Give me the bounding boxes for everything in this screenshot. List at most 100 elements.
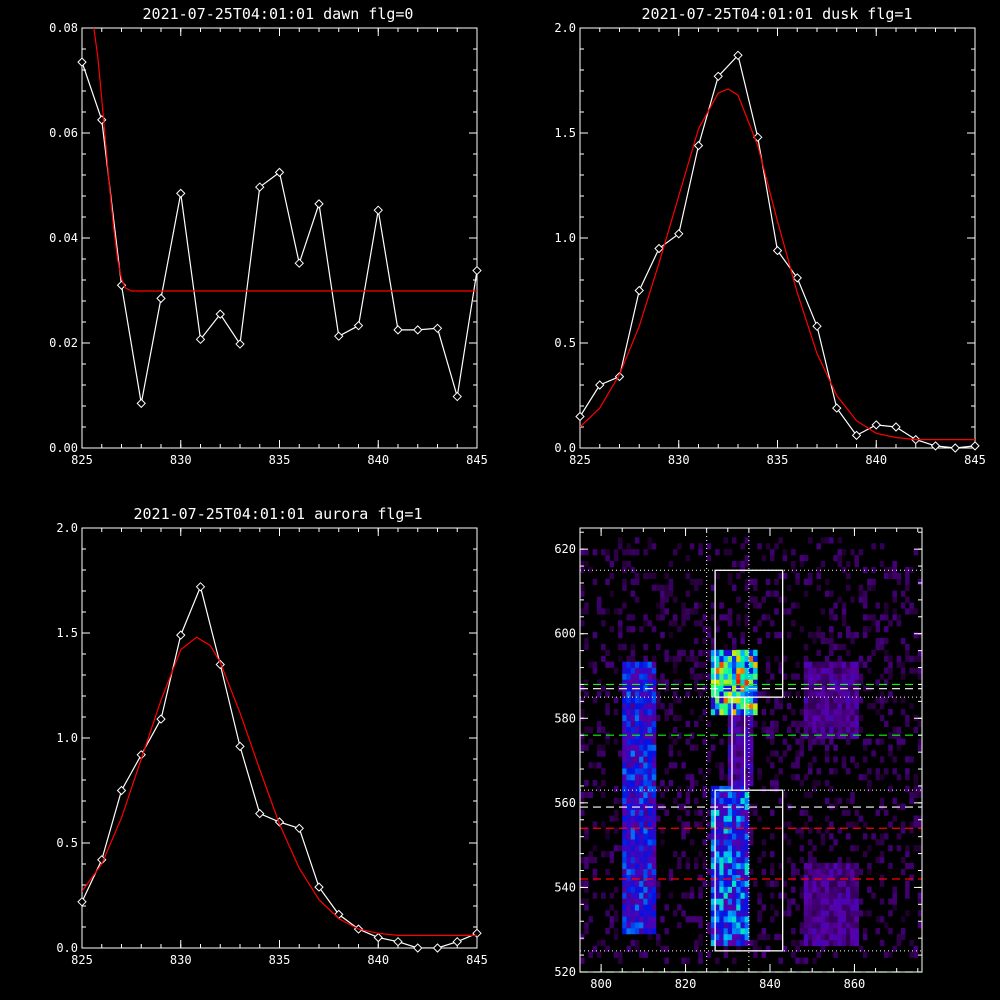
data-point-marker [452,391,462,402]
heatmap-cell [917,673,923,680]
heatmap-cell [744,762,750,769]
heatmap-cell [622,845,627,852]
heatmap-cell [588,566,593,574]
heatmap-cell [719,691,724,698]
heatmap-cell [803,874,809,881]
heatmap-cell [613,608,619,615]
heatmap-cell [774,590,779,597]
heatmap-cell [900,673,906,680]
heatmap-cell [888,910,893,917]
heatmap-cell [829,673,834,680]
heatmap-cell [630,673,636,680]
heatmap-cell [803,714,809,722]
heatmap-cell [812,726,817,733]
heatmap-cell [824,703,830,710]
heatmap-cell [698,957,703,964]
heatmap-cell [770,673,775,680]
heatmap-cell [858,584,864,591]
heatmap-cell [816,862,821,870]
heatmap-cell [727,880,733,887]
heatmap-cell [770,880,775,887]
heatmap-cell [588,856,593,864]
heatmap-cell [580,697,585,704]
heatmap-cell [774,608,779,615]
heatmap-cell [740,750,745,757]
heatmap-cell [706,880,712,887]
heatmap-cell [820,673,826,680]
data-point-marker [575,411,585,422]
heatmap-cell [605,661,610,668]
heatmap-cell [905,566,910,574]
heatmap-cell [867,626,872,633]
heatmap-cell [626,744,631,751]
heatmap-cell [837,673,843,680]
heatmap-cell [782,673,788,680]
heatmap-cell [917,655,923,662]
heatmap-cell [634,945,640,953]
heatmap-cell [685,774,691,781]
heatmap-cell [685,785,691,793]
heatmap-cell [867,703,872,710]
heatmap-cell [820,679,826,686]
heatmap-cell [905,584,910,591]
heatmap-cell [905,845,910,852]
heatmap-cell [841,922,847,929]
heatmap-cell [727,785,733,793]
heatmap-cell [651,626,657,633]
heatmap-cell [689,785,695,793]
heatmap-cell [740,868,745,876]
heatmap-cell [639,803,644,810]
heatmap-cell [706,951,712,958]
heatmap-cell [829,868,834,876]
heatmap-cell [833,886,838,893]
heatmap-cell [871,892,876,899]
heatmap-cell [850,845,855,852]
heatmap-cell [643,703,648,710]
data-point-marker [654,243,664,254]
heatmap-cell [744,791,750,799]
heatmap-cell [829,726,834,733]
heatmap-cell [744,655,750,662]
heatmap-cell [732,868,737,876]
heatmap-cell [651,904,657,911]
heatmap-cell [681,620,686,627]
heatmap-cell [626,809,631,816]
heatmap-cell [630,780,636,787]
heatmap-cell [791,928,796,935]
heatmap-cell [791,939,796,947]
heatmap-cell [854,892,859,899]
heatmap-cell [905,851,910,858]
heatmap-cell [884,572,889,580]
heatmap-cell [723,815,729,822]
heatmap-cell [719,874,724,881]
data-point-marker [393,936,403,947]
heatmap-cell [710,785,716,793]
heatmap-cell [643,738,648,745]
heatmap-cell [727,862,733,870]
heatmap-cell [888,928,893,935]
heatmap-cell [698,673,703,680]
heatmap-cell [820,637,826,645]
heatmap-cell [846,833,851,840]
heatmap-cell [774,632,779,639]
data-point-marker [772,245,783,256]
heatmap-cell [909,862,914,870]
heatmap-cell [618,537,623,544]
data-point-marker [472,928,482,939]
heatmap-cell [719,697,724,704]
heatmap-cell [812,939,817,947]
heatmap-cell [841,602,847,609]
heatmap-cell [833,928,838,935]
heatmap-cell [862,596,868,603]
heatmap-cell [795,945,800,953]
heatmap-cell [846,661,851,668]
heatmap-cell [782,945,788,953]
heatmap-cell [694,945,699,953]
heatmap-cell [850,732,855,739]
heatmap-cell [647,726,653,733]
heatmap-cell [824,880,830,887]
heatmap-cell [905,643,910,651]
heatmap-cell [643,708,648,716]
heatmap-cell [639,856,644,864]
heatmap-cell [630,691,636,698]
